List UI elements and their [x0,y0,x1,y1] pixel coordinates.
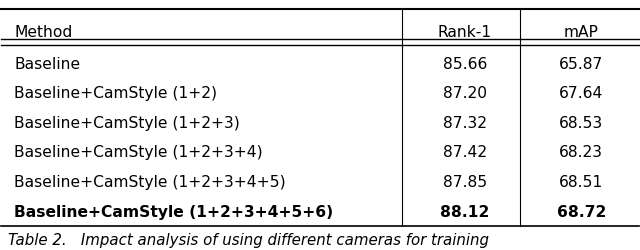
Text: 65.87: 65.87 [559,56,604,72]
Text: 68.51: 68.51 [559,174,604,189]
Text: Rank-1: Rank-1 [438,24,492,40]
Text: 68.72: 68.72 [557,204,606,219]
Text: Baseline+CamStyle (1+2+3+4): Baseline+CamStyle (1+2+3+4) [14,145,263,160]
Text: 87.32: 87.32 [443,116,487,130]
Text: Table 2.   Impact analysis of using different cameras for training: Table 2. Impact analysis of using differ… [8,232,489,247]
Text: Baseline+CamStyle (1+2+3): Baseline+CamStyle (1+2+3) [14,116,240,130]
Text: mAP: mAP [564,24,598,40]
Text: 68.23: 68.23 [559,145,604,160]
Text: 68.53: 68.53 [559,116,604,130]
Text: Baseline: Baseline [14,56,80,72]
Text: 87.20: 87.20 [443,86,487,101]
Text: 87.85: 87.85 [443,174,487,189]
Text: 88.12: 88.12 [440,204,490,219]
Text: Method: Method [14,24,72,40]
Text: 67.64: 67.64 [559,86,604,101]
Text: 85.66: 85.66 [443,56,487,72]
Text: Baseline+CamStyle (1+2+3+4+5): Baseline+CamStyle (1+2+3+4+5) [14,174,285,189]
Text: Baseline+CamStyle (1+2+3+4+5+6): Baseline+CamStyle (1+2+3+4+5+6) [14,204,333,219]
Text: 87.42: 87.42 [443,145,487,160]
Text: Baseline+CamStyle (1+2): Baseline+CamStyle (1+2) [14,86,217,101]
